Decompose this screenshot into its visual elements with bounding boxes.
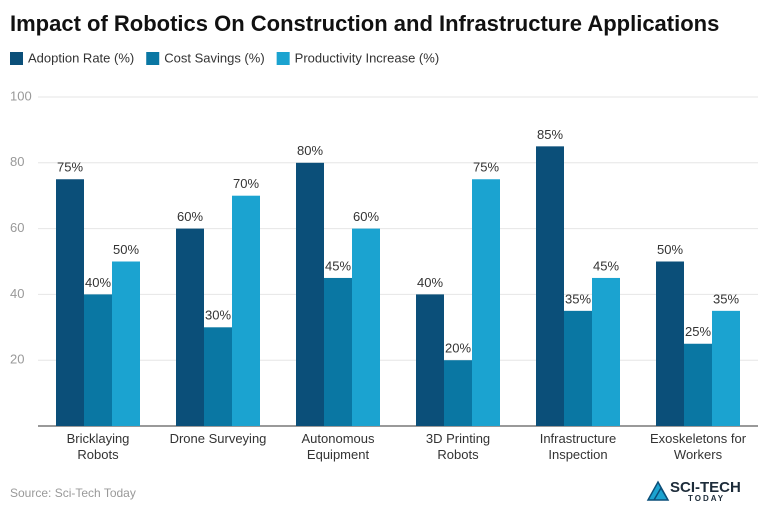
x-tick-label: 3D Printing Robots: [426, 431, 490, 462]
y-tick-label: 20: [10, 352, 24, 367]
value-label: 30%: [205, 308, 231, 323]
bar: [56, 179, 84, 426]
bar: [444, 360, 472, 426]
bar: [112, 261, 140, 426]
legend-label: Productivity Increase (%): [295, 50, 440, 65]
value-label: 20%: [445, 341, 471, 356]
chart-title: Impact of Robotics On Construction and I…: [10, 11, 719, 36]
value-label: 45%: [325, 258, 351, 273]
value-label: 80%: [297, 143, 323, 158]
value-label: 50%: [657, 242, 683, 257]
bar: [176, 228, 204, 426]
source: Source: Sci-Tech Today: [10, 486, 136, 500]
bar: [84, 294, 112, 426]
bar: [536, 146, 564, 426]
legend-swatch: [276, 52, 290, 65]
legend-label: Cost Savings (%): [164, 50, 264, 65]
legend-label: Adoption Rate (%): [28, 50, 134, 65]
value-label: 45%: [593, 258, 619, 273]
x-tick-label: Bricklaying Robots: [67, 431, 130, 462]
value-label: 40%: [85, 275, 111, 290]
bar: [204, 327, 232, 426]
x-tick-label: Autonomous Equipment: [302, 431, 375, 462]
bar: [684, 343, 712, 426]
value-label: 40%: [417, 275, 443, 290]
bar: [296, 162, 324, 427]
value-label: 60%: [177, 209, 203, 224]
bar: [352, 228, 380, 426]
bar: [656, 261, 684, 426]
y-tick-label: 80: [10, 154, 24, 169]
logo-text: SCI-TECH: [670, 479, 741, 496]
bar: [712, 310, 740, 426]
bar: [564, 310, 592, 426]
value-label: 70%: [233, 176, 259, 191]
x-tick-label: Drone Surveying: [170, 431, 267, 446]
value-label: 35%: [713, 291, 739, 306]
value-label: 75%: [473, 160, 499, 175]
value-label: 35%: [565, 291, 591, 306]
bar: [232, 195, 260, 426]
value-label: 75%: [57, 160, 83, 175]
logo-icon: [646, 480, 670, 501]
logo-subtext: TODAY: [688, 494, 725, 503]
x-tick-label: Exoskeletons for Workers: [650, 431, 747, 462]
value-label: 85%: [537, 127, 563, 142]
bar: [324, 277, 352, 426]
bar: [592, 277, 620, 426]
value-label: 60%: [353, 209, 379, 224]
bar: [416, 294, 444, 426]
legend-swatch: [146, 52, 160, 65]
y-tick-label: 40: [10, 286, 24, 301]
logo: SCI-TECH TODAY: [646, 479, 741, 503]
value-label: 50%: [113, 242, 139, 257]
y-tick-label: 60: [10, 220, 24, 235]
bar: [472, 179, 500, 426]
value-label: 25%: [685, 324, 711, 339]
y-tick-label: 100: [10, 88, 32, 103]
legend-swatch: [10, 52, 23, 65]
x-tick-label: Infrastructure Inspection: [540, 431, 617, 462]
